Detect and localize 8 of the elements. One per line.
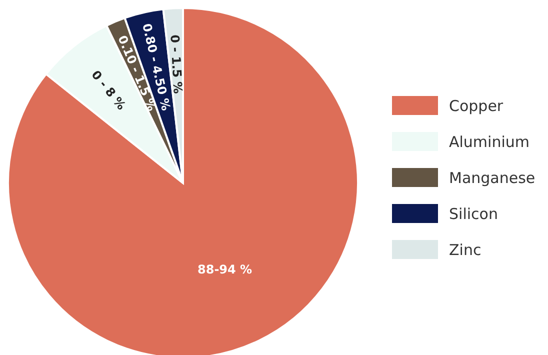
legend-label: Copper <box>449 96 504 114</box>
text: 0 - 8 % <box>88 68 129 113</box>
text: 88-94 % <box>198 262 252 277</box>
legend-label: Manganese <box>449 168 536 186</box>
legend-label: Zinc <box>449 240 482 258</box>
legend-label: Silicon <box>449 204 498 222</box>
text: 0 - 1.5 % <box>168 34 185 94</box>
legend-label: Aluminium <box>449 132 530 150</box>
